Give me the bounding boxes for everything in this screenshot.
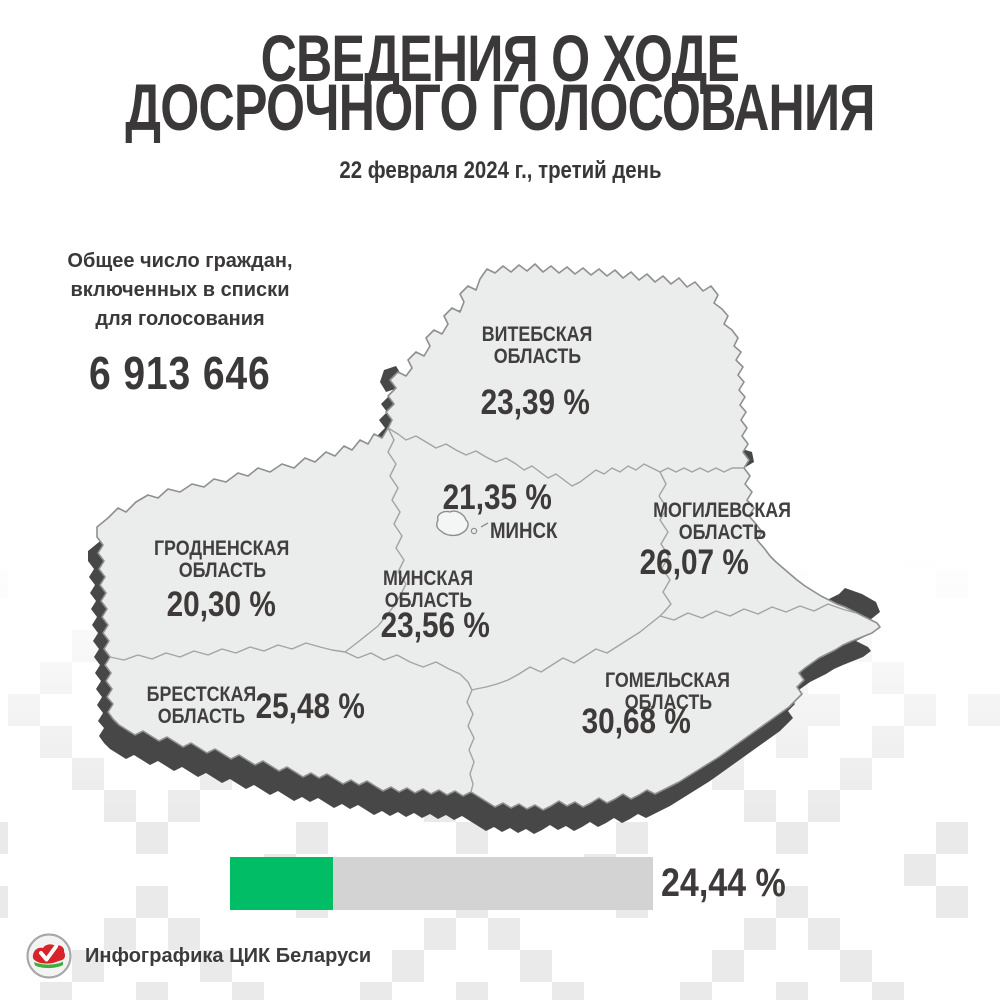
border-grodno-east bbox=[344, 427, 407, 653]
region-value-minsk-region: 23,56 % bbox=[380, 606, 490, 645]
footer: Инфографика ЦИК Беларуси bbox=[26, 933, 371, 979]
total-voters-value: 6 913 646 bbox=[89, 347, 271, 399]
region-label-minsk-city: МИНСК bbox=[490, 518, 558, 543]
border-brest-north bbox=[109, 642, 346, 661]
region-label-gomel: ГОМЕЛЬСКАЯ ОБЛАСТЬ bbox=[605, 669, 731, 714]
border-brest-gomel bbox=[466, 689, 475, 793]
minsk-pointer bbox=[480, 522, 489, 528]
region-label-mogilev: МОГИЛЕВСКАЯ ОБЛАСТЬ bbox=[653, 499, 791, 544]
border-vitebsk-south bbox=[387, 427, 744, 487]
country-shape bbox=[96, 263, 881, 811]
cec-belarus-logo-icon bbox=[26, 933, 72, 979]
progress-fill bbox=[230, 857, 334, 910]
region-value-minsk-city: 21,35 % bbox=[442, 478, 552, 517]
border-minsk-gomel bbox=[471, 615, 661, 691]
total-voters-block: Общее число граждан, включенных в списки… bbox=[28, 247, 332, 400]
region-label-vitebsk: ВИТЕБСКАЯ ОБЛАСТЬ bbox=[481, 323, 593, 368]
turnout-progress-track bbox=[230, 857, 653, 910]
border-brest-minsk bbox=[344, 651, 473, 691]
minsk-city-dot bbox=[470, 527, 478, 535]
logo-green-stripe bbox=[34, 961, 63, 969]
region-borders bbox=[109, 427, 857, 793]
page-title: СВЕДЕНИЯ О ХОДЕ ДОСРОЧНОГО ГОЛОСОВАНИЯ bbox=[0, 21, 1000, 144]
page-subtitle: 22 февраля 2024 г., третий день bbox=[338, 157, 662, 184]
border-mogilev-gomel bbox=[659, 603, 857, 621]
turnout-progress-value: 24,44 % bbox=[661, 861, 786, 905]
total-voters-caption: Общее число граждан, включенных в списки… bbox=[67, 250, 293, 330]
footer-credit: Инфографика ЦИК Беларуси bbox=[85, 944, 372, 967]
region-label-brest: БРЕСТСКАЯ ОБЛАСТЬ bbox=[146, 683, 256, 728]
minsk-city-shape bbox=[436, 510, 469, 537]
region-value-grodno: 20,30 % bbox=[166, 585, 276, 624]
region-value-vitebsk: 23,39 % bbox=[480, 383, 590, 422]
region-label-grodno: ГРОДНЕНСКАЯ ОБЛАСТЬ bbox=[154, 537, 290, 582]
region-value-brest: 25,48 % bbox=[255, 687, 365, 726]
region-value-gomel: 30,68 % bbox=[581, 702, 691, 741]
logo-checkmark bbox=[39, 944, 58, 962]
border-mogilev-west bbox=[658, 471, 672, 617]
region-value-mogilev: 26,07 % bbox=[639, 543, 749, 582]
region-label-minsk-region: МИНСКАЯ ОБЛАСТЬ bbox=[382, 567, 474, 612]
title-line-2: ДОСРОЧНОГО ГОЛОСОВАНИЯ bbox=[125, 70, 875, 144]
title-line-1: СВЕДЕНИЯ О ХОДЕ bbox=[260, 21, 740, 95]
